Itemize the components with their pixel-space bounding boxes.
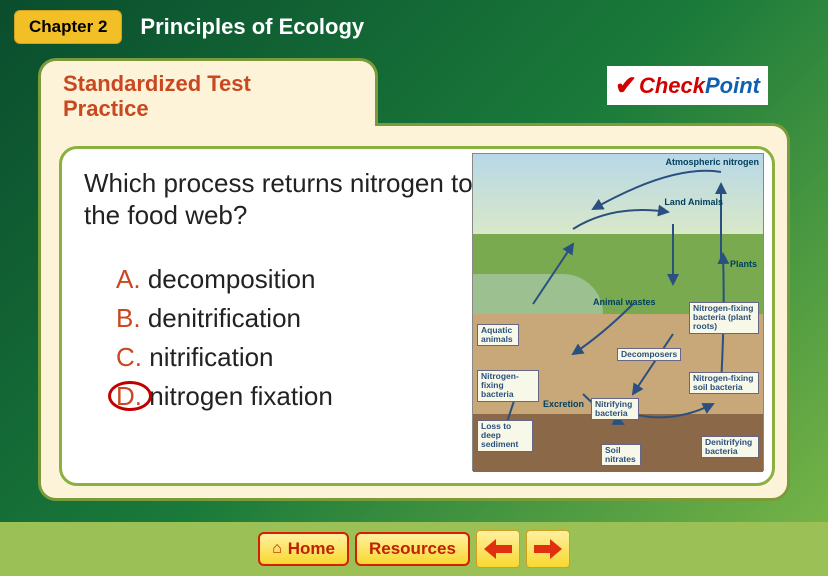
diagram-label-boxed: Nitrogen-fixing soil bacteria: [689, 372, 759, 395]
answer-text: decomposition: [148, 264, 316, 294]
arrow-left-icon: [484, 537, 512, 561]
tab-title-line1: Standardized Test: [63, 71, 353, 96]
home-label: Home: [288, 539, 335, 559]
folder-panel: Standardized Test Practice Which process…: [38, 58, 790, 498]
home-button[interactable]: ⌂ Home: [258, 532, 349, 566]
home-icon: ⌂: [272, 540, 282, 558]
tab-title-line2: Practice: [63, 96, 353, 121]
question-text: Which process returns nitrogen to the fo…: [84, 167, 514, 232]
content-panel: Which process returns nitrogen to the fo…: [59, 146, 775, 486]
answer-text: nitrogen fixation: [149, 381, 333, 411]
diagram-label-boxed: Denitrifying bacteria: [701, 436, 759, 459]
answer-text: nitrification: [149, 342, 273, 372]
checkmark-icon: ✔: [615, 70, 637, 101]
checkpoint-check-text: Check: [639, 73, 705, 99]
diagram-label-boxed: Nitrifying bacteria: [591, 398, 639, 421]
folder-tab: Standardized Test Practice: [38, 58, 378, 126]
diagram-label-boxed: Loss to deep sediment: [477, 420, 533, 452]
answer-letter: D.: [116, 381, 142, 411]
next-button[interactable]: [526, 530, 570, 568]
diagram-label-boxed: Decomposers: [617, 348, 681, 361]
header-bar: Chapter 2 Principles of Ecology: [0, 0, 828, 54]
answer-letter: B.: [116, 303, 141, 333]
prev-button[interactable]: [476, 530, 520, 568]
arrow-right-icon: [534, 537, 562, 561]
answer-text: denitrification: [148, 303, 301, 333]
answer-letter: C.: [116, 342, 142, 372]
checkpoint-point-text: Point: [705, 73, 760, 99]
diagram-label: Excretion: [543, 400, 584, 410]
folder-body: Which process returns nitrogen to the fo…: [38, 123, 790, 501]
checkpoint-badge: ✔ CheckPoint: [607, 66, 768, 105]
diagram-label: Atmospheric nitrogen: [665, 158, 759, 168]
resources-label: Resources: [369, 539, 456, 559]
diagram-label: Plants: [730, 260, 757, 270]
resources-button[interactable]: Resources: [355, 532, 470, 566]
diagram-label: Animal wastes: [593, 298, 656, 308]
chapter-label: Chapter 2: [29, 17, 107, 36]
chapter-tab: Chapter 2: [14, 10, 122, 44]
diagram-label: Land Animals: [664, 198, 723, 208]
diagram-label-boxed: Aquatic animals: [477, 324, 519, 347]
page-title: Principles of Ecology: [140, 14, 364, 40]
diagram-label-boxed: Soil nitrates: [601, 444, 641, 467]
nitrogen-cycle-diagram: Atmospheric nitrogen Land Animals Plants…: [472, 153, 764, 471]
answer-letter: A.: [116, 264, 141, 294]
diagram-label-boxed: Nitrogen-fixing bacteria (plant roots): [689, 302, 759, 334]
diagram-label-boxed: Nitrogen-fixing bacteria: [477, 370, 539, 402]
bottom-toolbar: ⌂ Home Resources: [0, 522, 828, 576]
